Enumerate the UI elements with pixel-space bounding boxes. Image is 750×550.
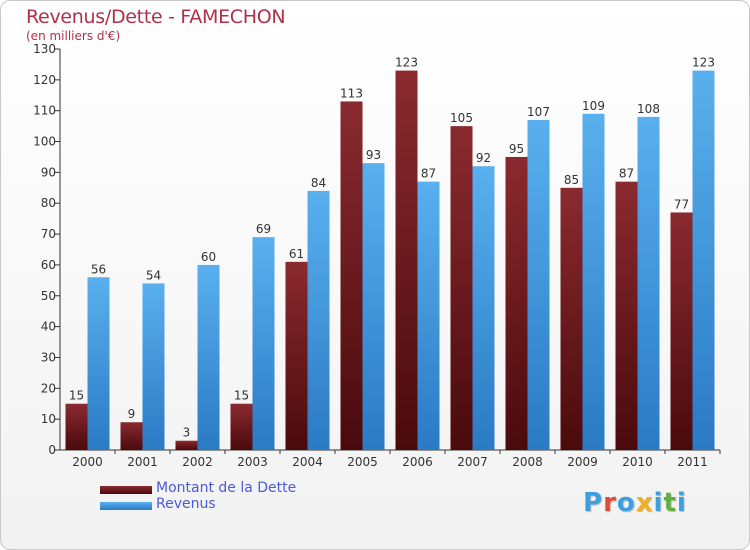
chart-subtitle: (en milliers d'€) (26, 29, 121, 43)
logo-letter: i (676, 488, 687, 518)
x-tick-label: 2002 (182, 455, 213, 469)
x-tick-label: 2006 (402, 455, 433, 469)
bar-revenue (87, 277, 110, 450)
bar-debt (395, 70, 418, 450)
data-label-revenue: 108 (637, 102, 660, 116)
y-tick-label: 30 (41, 350, 56, 364)
bar-debt (450, 126, 473, 450)
bar-debt (340, 101, 363, 450)
bar-debt (505, 156, 528, 450)
data-label-revenue: 56 (91, 262, 106, 276)
y-tick-label: 100 (33, 135, 56, 149)
data-label-debt: 61 (289, 247, 304, 261)
bar-revenue (637, 116, 660, 450)
data-label-revenue: 92 (476, 151, 491, 165)
logo-letter: o (616, 488, 636, 518)
bar-revenue (142, 283, 165, 450)
data-label-debt: 15 (69, 389, 84, 403)
bar-revenue (417, 181, 440, 450)
y-tick-label: 80 (41, 196, 56, 210)
proxiti-logo: Proxiti (583, 488, 687, 518)
data-label-debt: 15 (234, 389, 249, 403)
x-tick-label: 2009 (567, 455, 598, 469)
y-tick-label: 110 (33, 104, 56, 118)
legend-swatch-revenue (100, 502, 152, 510)
legend-label-revenue: Revenus (156, 496, 216, 512)
y-tick-label: 70 (41, 227, 56, 241)
y-tick-label: 90 (41, 165, 56, 179)
bar-debt (65, 403, 88, 450)
data-label-debt: 9 (128, 407, 136, 421)
bar-revenue (362, 163, 385, 450)
data-label-debt: 113 (340, 86, 363, 100)
x-tick-label: 2011 (677, 455, 708, 469)
bar-revenue (527, 119, 550, 450)
data-label-revenue: 69 (256, 222, 271, 236)
data-label-debt: 85 (564, 173, 579, 187)
logo-letter: r (603, 488, 617, 518)
logo-letter: x (635, 488, 654, 518)
y-tick-label: 130 (33, 42, 56, 56)
bar-debt (285, 261, 308, 450)
logo-letter: t (663, 488, 677, 518)
data-label-debt: 123 (395, 56, 418, 70)
y-tick-label: 40 (41, 320, 56, 334)
data-label-revenue: 87 (421, 167, 436, 181)
bar-revenue (582, 113, 605, 451)
data-label-revenue: 109 (582, 99, 605, 113)
data-label-revenue: 107 (527, 105, 550, 119)
data-label-debt: 87 (619, 167, 634, 181)
data-label-revenue: 60 (201, 250, 216, 264)
chart-title: Revenus/Dette - FAMECHON (26, 6, 286, 28)
bar-debt (175, 440, 198, 450)
bar-revenue (692, 70, 715, 450)
logo-letter: P (583, 488, 604, 518)
data-label-revenue: 54 (146, 268, 161, 282)
bar-revenue (307, 190, 330, 450)
y-tick-label: 50 (41, 289, 56, 303)
data-label-debt: 77 (674, 197, 689, 211)
x-tick-label: 2010 (622, 455, 653, 469)
data-label-debt: 95 (509, 142, 524, 156)
logo-letter: i (653, 488, 664, 518)
bar-revenue (252, 237, 275, 450)
y-tick-label: 10 (41, 412, 56, 426)
bar-revenue (472, 166, 495, 450)
x-tick-label: 2003 (237, 455, 268, 469)
bar-debt (230, 403, 253, 450)
x-tick-label: 2008 (512, 455, 543, 469)
x-tick-label: 2007 (457, 455, 488, 469)
data-label-revenue: 93 (366, 148, 381, 162)
x-tick-label: 2000 (72, 455, 103, 469)
x-tick-label: 2005 (347, 455, 378, 469)
y-tick-label: 20 (41, 381, 56, 395)
legend-label-debt: Montant de la Dette (156, 480, 297, 496)
bar-debt (120, 422, 143, 450)
x-tick-label: 2004 (292, 455, 323, 469)
y-tick-label: 0 (48, 443, 56, 457)
bar-debt (615, 181, 638, 450)
bar-debt (670, 212, 693, 450)
y-tick-label: 60 (41, 258, 56, 272)
data-label-revenue: 84 (311, 176, 326, 190)
y-tick-label: 120 (33, 73, 56, 87)
bar-revenue (197, 264, 220, 450)
x-tick-label: 2001 (127, 455, 158, 469)
data-label-revenue: 123 (692, 56, 715, 70)
bar-debt (560, 187, 583, 451)
legend-swatch-debt (100, 486, 152, 494)
data-label-debt: 105 (450, 111, 473, 125)
data-label-debt: 3 (183, 426, 191, 440)
